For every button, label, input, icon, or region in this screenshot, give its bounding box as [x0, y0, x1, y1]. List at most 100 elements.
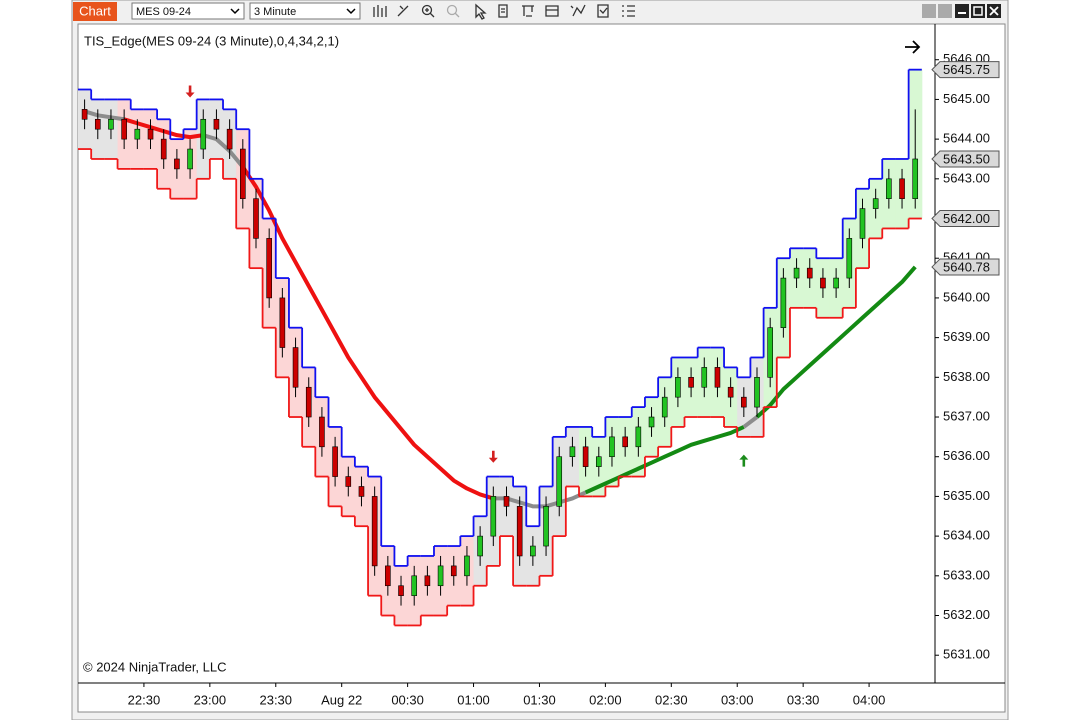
- candle-body: [319, 416, 325, 448]
- candle-body: [121, 118, 127, 140]
- price-marker-label: 5643.50: [943, 151, 990, 166]
- candle-body: [292, 347, 299, 388]
- y-tick-label: 5645.00: [943, 91, 990, 106]
- interval-select[interactable]: [249, 2, 361, 20]
- candle-body: [108, 118, 114, 130]
- candle-body: [187, 148, 193, 170]
- candle-body: [622, 436, 628, 448]
- candle-body: [767, 327, 773, 378]
- candle-body: [846, 238, 853, 279]
- y-tick-label: 5640.00: [943, 289, 990, 304]
- indicator-title: TIS_Edge(MES 09-24 (3 Minute),0,4,34,2,1…: [84, 33, 339, 48]
- x-tick-label: 03:00: [721, 692, 754, 707]
- x-tick-label: 02:30: [655, 692, 688, 707]
- candle-body: [569, 446, 576, 458]
- price-marker: [931, 210, 1000, 228]
- candle-body: [806, 267, 813, 279]
- candle-body: [253, 198, 259, 239]
- toolbar: Chart MES 09-24 3 Minute: [73, 2, 1001, 21]
- candle-body: [886, 178, 892, 199]
- ema-line: [202, 133, 245, 169]
- candle-body: [530, 545, 536, 557]
- candle-body: [661, 396, 668, 418]
- candle-body: [833, 277, 839, 289]
- y-tick-label: 5638.00: [943, 369, 990, 384]
- candle-body: [503, 496, 510, 507]
- signal-arrow: [739, 454, 749, 467]
- y-tick-label: 5636.00: [943, 448, 990, 463]
- dropdown-caret: [230, 8, 240, 15]
- candle-body: [582, 446, 589, 467]
- candle-body: [226, 128, 233, 150]
- plot-area: [78, 68, 923, 627]
- y-tick-label: 5637.00: [943, 408, 990, 423]
- candle-body: [490, 496, 497, 537]
- price-marker-label: 5640.78: [943, 259, 990, 274]
- candle-body: [477, 535, 483, 557]
- y-tick-label: 5634.00: [943, 528, 990, 543]
- candle-body: [94, 118, 101, 130]
- y-tick-label: 5644.00: [943, 131, 990, 146]
- x-tick-label: 01:00: [457, 692, 490, 707]
- candle-body: [437, 565, 444, 587]
- ema-line: [755, 265, 917, 419]
- chart-tab-label: Chart: [79, 3, 111, 18]
- candle-body: [81, 109, 88, 120]
- candle-body: [859, 208, 866, 239]
- x-tick-label: 00:30: [391, 692, 424, 707]
- candle-body: [332, 446, 338, 477]
- x-tick-label: 03:30: [787, 692, 820, 707]
- instrument-label: MES 09-24: [136, 6, 191, 18]
- candle-body: [160, 138, 167, 160]
- candle-body: [543, 506, 549, 547]
- candle-body: [345, 476, 352, 487]
- x-tick-label: 23:00: [194, 692, 227, 707]
- candle-body: [701, 367, 708, 388]
- candle-body: [793, 267, 800, 279]
- chart-tab[interactable]: [73, 2, 117, 21]
- candle-body: [516, 506, 523, 557]
- instrument-select[interactable]: [131, 2, 245, 20]
- scroll-arrow[interactable]: [905, 40, 921, 54]
- price-marker: [931, 61, 1000, 79]
- candle-body: [780, 277, 787, 328]
- candle-body: [741, 396, 747, 408]
- x-tick-label: 04:00: [853, 692, 886, 707]
- x-tick-label: Aug 22: [321, 692, 362, 707]
- ema-line: [241, 165, 494, 501]
- price-marker-label: 5645.75: [943, 62, 990, 77]
- y-tick-label: 5643.00: [943, 170, 990, 185]
- x-tick-label: 02:00: [589, 692, 622, 707]
- x-tick-label: 22:30: [128, 692, 161, 707]
- candle-body: [371, 496, 378, 567]
- candle-body: [464, 555, 470, 577]
- candle-body: [240, 148, 246, 199]
- candle-body: [385, 565, 391, 587]
- candle-body: [899, 178, 905, 199]
- candle-body: [134, 128, 141, 140]
- signal-arrow: [488, 450, 498, 463]
- candle-body: [912, 158, 919, 199]
- y-tick-label: 5632.00: [943, 607, 990, 622]
- price-marker: [931, 258, 1000, 276]
- ema-line: [742, 415, 759, 429]
- candle-body: [358, 486, 365, 497]
- ema-line: [584, 425, 745, 495]
- candle-body: [635, 426, 642, 448]
- candle-body: [727, 386, 734, 398]
- candle-body: [450, 565, 457, 577]
- copyright: © 2024 NinjaTrader, LLC: [83, 659, 227, 674]
- candle-body: [648, 416, 655, 428]
- window-buttons[interactable]: [922, 4, 1001, 18]
- ema-line: [84, 109, 125, 122]
- price-marker-label: 5642.00: [943, 211, 990, 226]
- x-tick-label: 23:30: [259, 692, 292, 707]
- candle-body: [872, 198, 879, 209]
- interval-label: 3 Minute: [254, 6, 296, 18]
- price-marker: [931, 150, 1000, 168]
- candle-body: [147, 128, 154, 140]
- candle-body: [609, 436, 615, 458]
- toolbar-icons[interactable]: [373, 3, 635, 20]
